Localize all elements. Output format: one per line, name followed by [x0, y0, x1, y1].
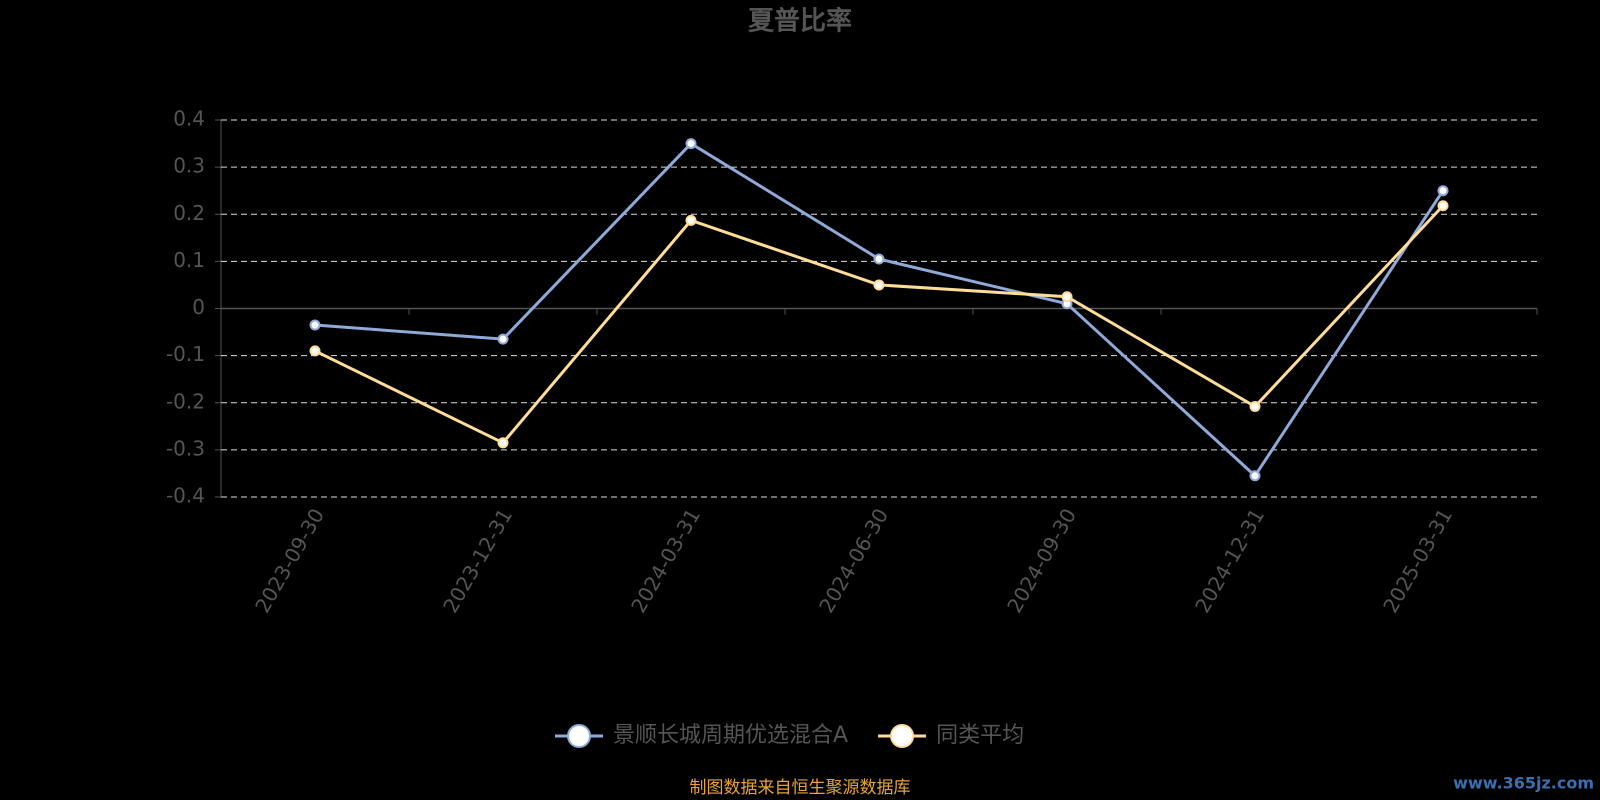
data-point [873, 253, 885, 265]
data-point [309, 345, 321, 357]
legend-label: 同类平均 [936, 723, 1024, 748]
data-point [1437, 200, 1449, 212]
x-tick-label: 2024-09-30 [1002, 504, 1081, 617]
data-point [1249, 470, 1261, 482]
x-tick-label: 2024-03-31 [626, 504, 705, 617]
data-point [685, 214, 697, 226]
x-tick-label: 2023-12-31 [438, 504, 517, 617]
y-tick-label: 0.2 [173, 201, 205, 225]
series-line [314, 141, 1445, 479]
y-tick-label: 0 [192, 295, 205, 319]
legend-label: 景顺长城周期优选混合A [613, 723, 848, 748]
y-tick-label: -0.1 [166, 342, 205, 366]
y-tick-label: -0.2 [166, 389, 205, 413]
source-note: 制图数据来自恒生聚源数据库 [690, 778, 911, 798]
legend-marker [890, 724, 915, 748]
data-point [1249, 401, 1261, 413]
x-tick-label: 2024-12-31 [1190, 504, 1269, 617]
data-point [1437, 185, 1449, 197]
y-tick-label: 0.4 [173, 107, 205, 131]
data-point [497, 333, 509, 345]
chart-title: 夏普比率 [748, 6, 852, 37]
data-point [309, 319, 321, 331]
y-tick-label: 0.3 [173, 154, 205, 178]
data-point [685, 138, 697, 150]
x-tick-label: 2025-03-31 [1378, 504, 1457, 617]
data-point [1061, 291, 1073, 303]
legend-marker [567, 724, 591, 748]
watermark: www.365jz.com [1453, 774, 1594, 793]
y-tick-label: -0.4 [166, 484, 205, 508]
x-tick-label: 2023-09-30 [250, 504, 329, 617]
y-tick-label: 0.1 [173, 248, 205, 272]
y-tick-label: -0.3 [166, 436, 205, 460]
data-point [497, 437, 509, 449]
x-tick-label: 2024-06-30 [814, 504, 893, 617]
data-point [873, 279, 885, 291]
series-line [314, 204, 1445, 445]
